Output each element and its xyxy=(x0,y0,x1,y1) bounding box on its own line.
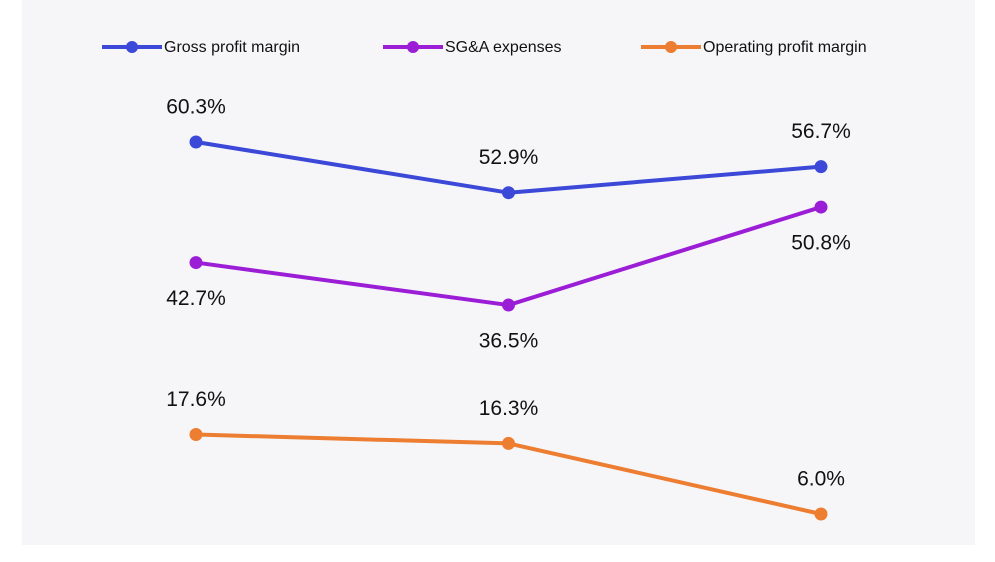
value-label: 56.7% xyxy=(791,120,851,143)
data-point xyxy=(189,135,203,149)
data-point xyxy=(502,186,515,200)
chart-background xyxy=(22,0,975,545)
value-label: 16.3% xyxy=(479,397,539,420)
legend-marker xyxy=(126,41,138,53)
legend-text: SG&A expenses xyxy=(445,39,562,56)
value-label: 42.7% xyxy=(166,287,226,310)
legend-marker xyxy=(665,41,677,53)
value-label: 52.9% xyxy=(479,146,539,169)
data-point xyxy=(814,200,828,214)
data-point xyxy=(502,298,515,312)
data-point xyxy=(189,256,203,270)
value-label: 50.8% xyxy=(791,232,851,255)
legend-text: Gross profit margin xyxy=(164,39,300,56)
data-point xyxy=(189,428,203,442)
data-point xyxy=(814,160,828,174)
value-label: 6.0% xyxy=(797,468,845,491)
value-label: 17.6% xyxy=(166,388,226,411)
data-point xyxy=(502,436,515,450)
legend-marker xyxy=(407,41,419,53)
value-label: 36.5% xyxy=(479,330,539,353)
data-point xyxy=(814,507,828,521)
value-label: 60.3% xyxy=(166,96,226,119)
legend-text: Operating profit margin xyxy=(703,39,867,56)
